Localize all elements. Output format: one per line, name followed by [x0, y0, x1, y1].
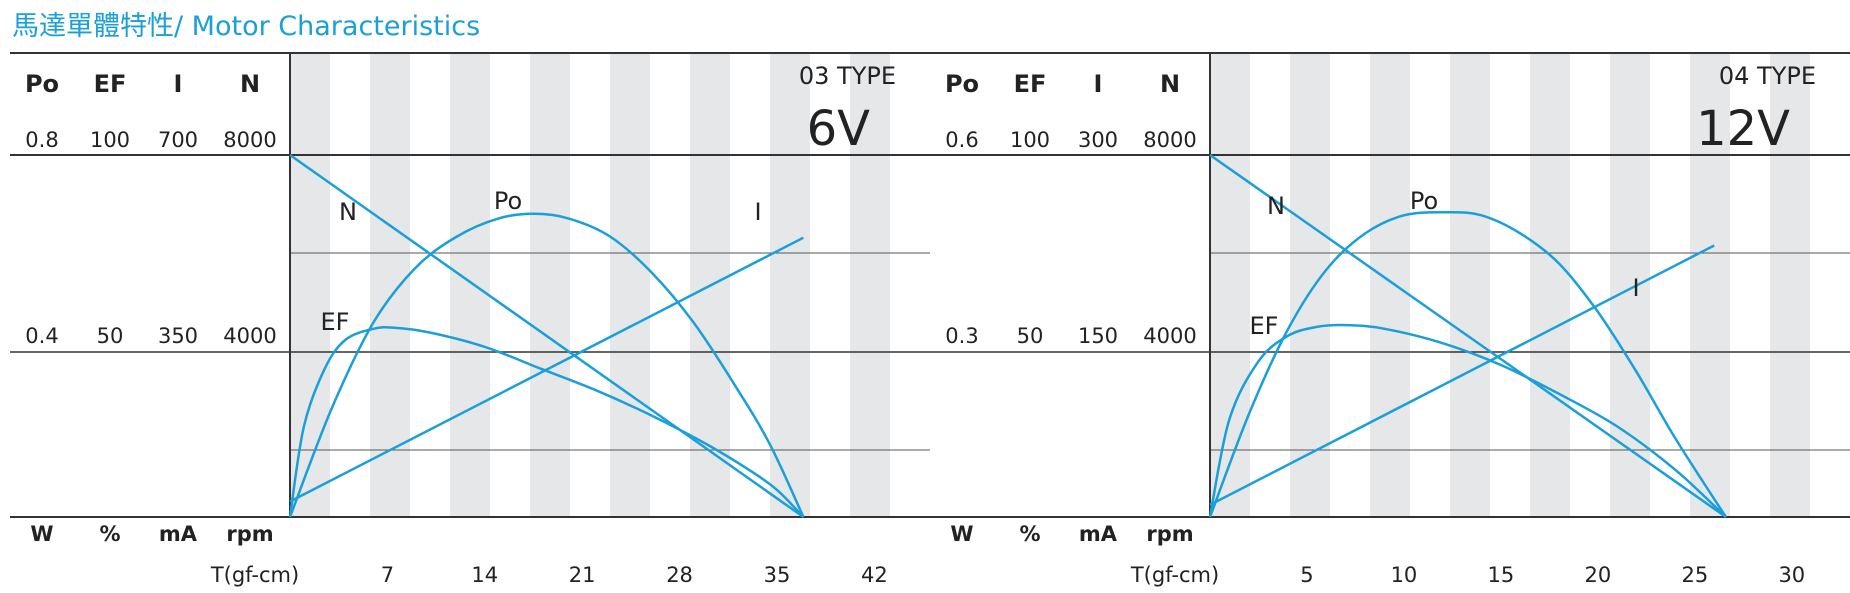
grid-stripe [530, 52, 570, 517]
motor-chart-04-type: Po 0.6 0.3 W EF 100 50% I 300 150 mA N 8000 4000 rpm 04… [930, 52, 1850, 587]
series-label-ef: EF [321, 308, 350, 336]
axis-unit-po: W [30, 522, 53, 546]
motor-chart-03-type: Po 0.8 0.4 W EF 100 50% I 700 350 mA N 8000 4000 rpm 03… [10, 52, 930, 587]
axis-name-ef: EF [1014, 70, 1047, 98]
grid-stripe [450, 52, 490, 517]
series-label-n: N [1267, 192, 1285, 220]
x-axis-label: T(gf-cm) [210, 563, 299, 587]
axis-max-ef: 100 [1010, 128, 1050, 152]
axis-mid-i: 350 [158, 324, 198, 348]
x-tick-label: 35 [764, 563, 791, 587]
x-tick-label: 10 [1391, 563, 1418, 587]
grid-stripe [290, 52, 330, 517]
axis-name-n: N [1160, 70, 1180, 98]
x-tick-label: 5 [1300, 563, 1313, 587]
x-axis-label: T(gf-cm) [1130, 563, 1219, 587]
series-po-curve [288, 212, 805, 518]
grid-stripe [1530, 52, 1570, 517]
x-tick-label: 30 [1778, 563, 1805, 587]
grid-stripe [1690, 52, 1730, 517]
axis-name-ef: EF [94, 70, 127, 98]
x-tick-label: 28 [666, 563, 693, 587]
x-tick-label: 20 [1585, 563, 1612, 587]
axis-unit-ef: % [1019, 522, 1040, 546]
axis-name-po: Po [25, 70, 59, 98]
grid-stripe [1610, 52, 1650, 517]
x-tick-label: 15 [1488, 563, 1515, 587]
x-tick-label: 21 [569, 563, 596, 587]
axis-mid-n: 4000 [223, 324, 276, 348]
grid-stripe [1370, 52, 1410, 517]
axis-max-ef: 100 [90, 128, 130, 152]
series-label-po: Po [1410, 187, 1438, 215]
series-label-n: N [339, 198, 357, 226]
series-ef-curve [1208, 323, 1727, 518]
axis-unit-po: W [950, 522, 973, 546]
series-label-i: I [1632, 274, 1639, 302]
model-label: 03 TYPE [799, 62, 896, 90]
axis-name-po: Po [945, 70, 979, 98]
axis-mid-po: 0.3 [945, 324, 978, 348]
axis-max-po: 0.6 [945, 128, 978, 152]
axis-max-po: 0.8 [25, 128, 58, 152]
x-tick-label: 7 [381, 563, 394, 587]
axis-name-i: I [1094, 70, 1103, 98]
axis-max-n: 8000 [223, 128, 276, 152]
page-title: 馬達單體特性/ Motor Characteristics [12, 11, 481, 42]
axis-max-n: 8000 [1143, 128, 1196, 152]
series-po-curve [1208, 211, 1727, 518]
axis-max-i: 300 [1078, 128, 1118, 152]
axis-unit-i: mA [159, 522, 198, 546]
axis-mid-po: 0.4 [25, 324, 58, 348]
axis-mid-n: 4000 [1143, 324, 1196, 348]
series-label-ef: EF [1250, 312, 1279, 340]
series-label-po: Po [494, 187, 522, 215]
axis-unit-i: mA [1079, 522, 1118, 546]
voltage-label: 12V [1696, 101, 1790, 157]
axis-name-i: I [174, 70, 183, 98]
model-label: 04 TYPE [1719, 62, 1816, 90]
series-ef-curve [288, 326, 805, 518]
grid-stripe [1290, 52, 1330, 517]
x-tick-label: 14 [471, 563, 498, 587]
series-n-curve [1209, 153, 1727, 519]
x-tick-label: 42 [861, 563, 888, 587]
axis-max-i: 700 [158, 128, 198, 152]
grid-stripe [1450, 52, 1490, 517]
axis-unit-n: rpm [226, 522, 273, 546]
series-i-curve [1209, 244, 1715, 507]
series-i-curve [289, 236, 804, 503]
axis-mid-ef: 50 [97, 324, 124, 348]
grid-stripe [610, 52, 650, 517]
voltage-label: 6V [807, 101, 871, 157]
grid-stripe [850, 52, 890, 517]
axis-name-n: N [240, 70, 260, 98]
axis-unit-n: rpm [1146, 522, 1193, 546]
grid-stripe [370, 52, 410, 517]
axis-mid-ef: 50 [1017, 324, 1044, 348]
series-label-i: I [754, 198, 761, 226]
grid-stripe [770, 52, 810, 517]
grid-stripe [1770, 52, 1810, 517]
axis-unit-ef: % [99, 522, 120, 546]
series-n-curve [289, 153, 805, 519]
grid-stripe [1210, 52, 1250, 517]
axis-mid-i: 150 [1078, 324, 1118, 348]
x-tick-label: 25 [1681, 563, 1708, 587]
